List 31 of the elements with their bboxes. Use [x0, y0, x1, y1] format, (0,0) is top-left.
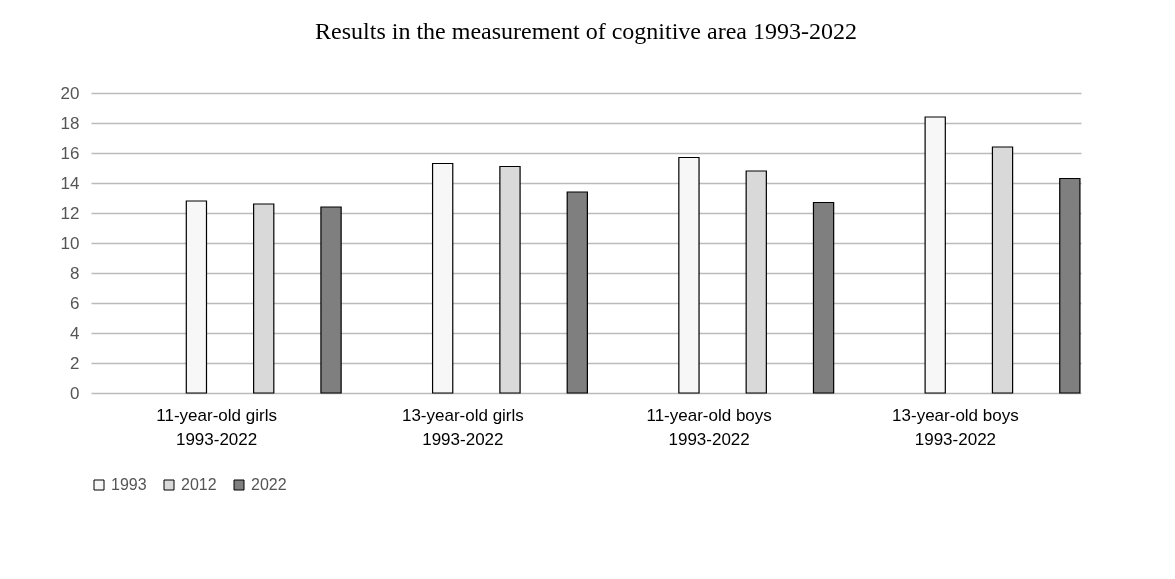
- y-tick-label: 14: [60, 173, 80, 193]
- y-tick-label: 8: [70, 263, 80, 283]
- y-tick-label: 2: [70, 353, 80, 373]
- bar: [499, 165, 521, 394]
- x-tick-label: 11-year-old boys 1993-2022: [646, 405, 772, 449]
- chart-title: Results in the measurement of cognitive area 1993-2022: [315, 18, 857, 44]
- legend-label: 1993: [111, 476, 147, 493]
- bar: [745, 170, 767, 394]
- legend-label: 2012: [181, 476, 217, 493]
- bar: [320, 206, 342, 394]
- y-tick-label: 20: [60, 83, 80, 103]
- bar: [812, 201, 835, 394]
- bar: [566, 191, 588, 394]
- bar: [185, 200, 208, 394]
- y-tick-label: 10: [60, 233, 80, 253]
- bar: [431, 162, 454, 394]
- bar: [991, 146, 1014, 394]
- x-tick-label: 13-year-old girls 1993-2022: [401, 405, 524, 449]
- x-tick-label: 13-year-old boys 1993-2022: [892, 405, 1019, 449]
- bar: [924, 116, 946, 394]
- y-tick-label: 16: [60, 143, 80, 163]
- bar: [678, 156, 700, 394]
- bar: [1059, 177, 1081, 394]
- y-tick-label: 12: [60, 203, 80, 223]
- x-tick-label: 11-year-old girls 1993-2022: [156, 405, 277, 449]
- bar: [253, 203, 275, 394]
- y-tick-label: 6: [70, 293, 80, 313]
- y-tick-label: 0: [70, 383, 80, 403]
- legend-label: 2022: [251, 476, 287, 493]
- y-tick-label: 4: [70, 323, 80, 343]
- y-tick-label: 18: [60, 113, 80, 133]
